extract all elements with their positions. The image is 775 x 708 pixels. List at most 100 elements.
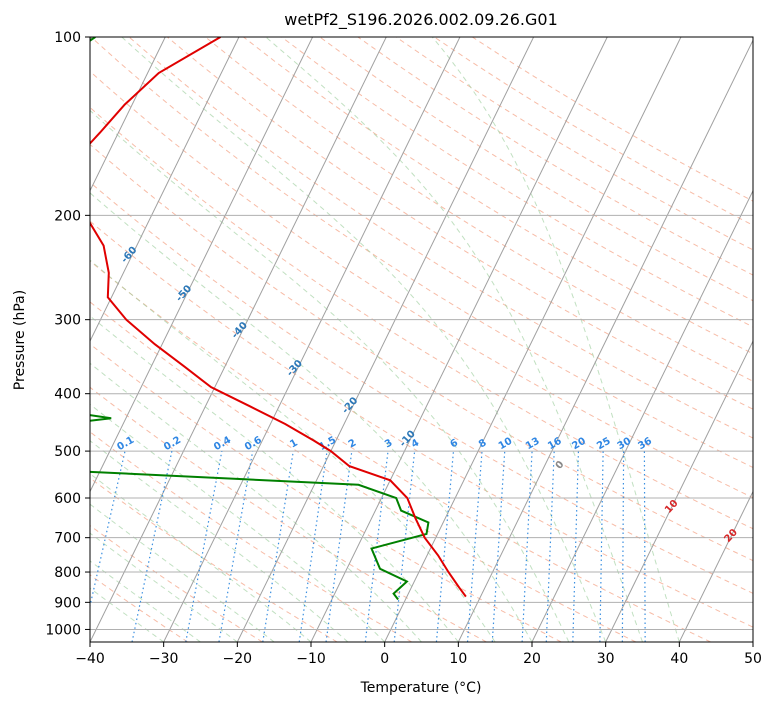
mixing-ratio-line (218, 450, 254, 642)
isotherms (90, 37, 753, 642)
zero-isotherm-label: 0 (554, 459, 567, 472)
y-tick-label: 800 (54, 565, 81, 581)
mixing-ratio-line (298, 451, 328, 642)
x-tick-label: −20 (223, 651, 253, 667)
moist-adiabat (90, 362, 422, 642)
y-tick-label: 500 (54, 444, 81, 460)
inner-labels: 0.10.20.40.611.52346810131620253036-100-… (18, 151, 740, 545)
mixing-ratio-line (599, 451, 604, 642)
dry-adiabat (319, 37, 753, 302)
moist-adiabat (121, 37, 607, 642)
isotherm-line (90, 37, 166, 192)
mixing-ratio-line (545, 451, 555, 642)
y-tick-label: 300 (54, 313, 81, 329)
dry-adiabat (90, 106, 753, 530)
moist-adiabat (90, 560, 201, 642)
dry-adiabats (90, 37, 753, 642)
mixing-ratio-line (131, 450, 173, 642)
mixing-ratio-label: 4 (410, 437, 422, 450)
isotherm-line (605, 340, 753, 642)
moist-adiabat (265, 37, 643, 642)
y-tick-label: 900 (54, 595, 81, 611)
temperature-line (90, 37, 467, 598)
mixing-ratio-line (185, 450, 223, 642)
pressure-gridlines (90, 37, 753, 630)
moist-adiabat (90, 440, 349, 642)
dry-adiabat (90, 574, 188, 642)
x-tick-label: 0 (380, 651, 389, 667)
moist-adiabat (90, 532, 238, 642)
moist-adiabat (90, 192, 533, 642)
wetbulb-label: 10 (663, 498, 681, 516)
x-axis: −40 −30 −20 −10 0 10 20 30 40 50 (75, 642, 762, 667)
isotherm-label: -30 (285, 358, 305, 379)
mixing-ratio-label: 6 (448, 437, 460, 450)
isotherm-line (310, 37, 608, 642)
isotherm-line (236, 37, 535, 642)
x-tick-label: −40 (75, 651, 105, 667)
mixing-ratio-label: 16 (546, 436, 564, 453)
isotherm-line (457, 39, 753, 642)
mixing-ratio-label: 10 (497, 436, 515, 453)
isotherm-line (384, 37, 682, 642)
dry-adiabat (90, 301, 637, 642)
mixing-ratio-line (521, 451, 533, 642)
dry-adiabat (205, 37, 753, 382)
dry-adiabat (90, 477, 338, 642)
moist-adiabat (90, 503, 275, 642)
wetbulb-label: 20 (722, 527, 740, 545)
mixing-ratio-lines (90, 450, 646, 642)
plot-area: 0.10.20.40.611.52346810131620253036-100-… (18, 37, 753, 642)
isotherm-label: -80 (18, 151, 38, 172)
x-tick-label: 50 (744, 651, 762, 667)
mixing-ratio-line (466, 451, 483, 642)
mixing-ratio-line (325, 451, 353, 642)
dry-adiabat (166, 37, 753, 410)
dry-adiabat (128, 37, 753, 439)
isotherm-label: -20 (340, 395, 360, 416)
y-tick-label: 1000 (45, 622, 81, 638)
mixing-ratio-label: 13 (524, 436, 542, 453)
mixing-ratio-line (643, 451, 646, 642)
isotherm-line (90, 37, 314, 493)
isotherm-line (90, 37, 387, 642)
chart-title: wetPf2_S196.2026.002.09.26.G01 (284, 10, 558, 30)
dry-adiabat (281, 37, 753, 328)
mixing-ratio-label: 2 (347, 437, 359, 450)
x-axis-label: Temperature (°C) (360, 680, 482, 696)
x-tick-label: 20 (523, 651, 541, 667)
mixing-ratio-label: 3 (383, 437, 395, 450)
mixing-ratio-label: 8 (477, 437, 489, 450)
y-axis-label: Pressure (hPa) (12, 290, 28, 390)
mixing-ratio-label: 36 (636, 436, 654, 453)
mixing-ratio-label: 0.4 (212, 435, 233, 453)
mixing-ratio-line (90, 450, 126, 609)
moist-adiabat (90, 315, 459, 642)
dry-adiabat (90, 220, 753, 628)
moist-adiabat (90, 109, 570, 642)
mixing-ratio-line (621, 451, 625, 642)
x-tick-label: 30 (597, 651, 615, 667)
y-tick-label: 700 (54, 531, 81, 547)
mixing-ratio-line (572, 451, 580, 642)
moist-adiabat (90, 259, 496, 642)
isotherm-line (752, 640, 753, 642)
dry-adiabat (90, 431, 413, 642)
isotherm-line (90, 37, 240, 343)
mixing-ratio-line (364, 451, 389, 642)
y-tick-label: 400 (54, 387, 81, 403)
dry-adiabat (395, 37, 753, 251)
moist-adiabats (90, 37, 680, 642)
mixing-ratio-label: 1 (288, 437, 300, 450)
dry-adiabat (90, 181, 753, 594)
dry-adiabat (90, 524, 263, 642)
y-tick-label: 200 (54, 208, 81, 224)
plot-frame (89, 36, 754, 643)
x-tick-label: −10 (296, 651, 326, 667)
y-tick-label: 100 (54, 30, 81, 46)
mixing-ratio-line (491, 451, 506, 642)
dry-adiabat (90, 70, 753, 499)
x-tick-label: 40 (670, 651, 688, 667)
moist-adiabat (90, 403, 386, 642)
mixing-ratio-label: 0.6 (243, 435, 264, 453)
